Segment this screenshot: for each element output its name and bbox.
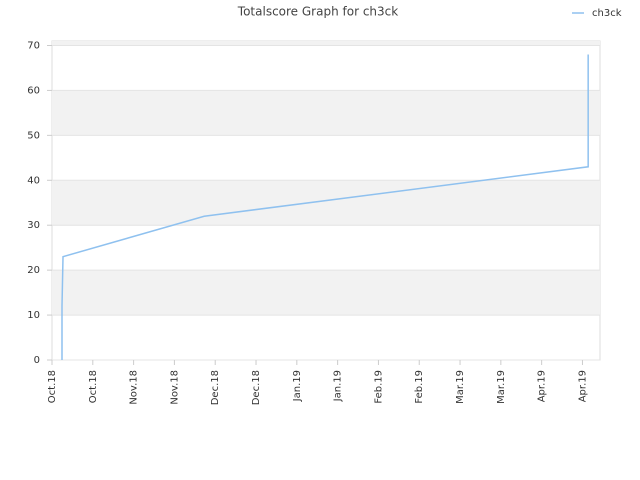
x-tick-label: Apr.19: [577, 370, 588, 402]
x-tick-label: Oct.18: [88, 370, 99, 403]
grid-band: [52, 41, 600, 46]
x-tick-label: Dec.18: [210, 370, 221, 405]
y-tick-label: 20: [27, 265, 40, 276]
x-tick-label: Jan.19: [333, 370, 344, 402]
y-tick-label: 10: [27, 310, 40, 321]
legend-label: ch3ck: [592, 8, 622, 19]
grid-band: [52, 270, 600, 316]
grid-band: [52, 180, 600, 226]
x-tick-label: Mar.19: [455, 370, 466, 404]
x-tick-label: Dec.18: [251, 370, 262, 405]
x-tick-label: Feb.19: [373, 370, 384, 404]
series-line: [61, 54, 589, 360]
x-tick-label: Nov.18: [129, 370, 140, 405]
y-tick-label: 0: [34, 355, 40, 366]
y-tick-label: 30: [27, 220, 40, 231]
y-tick-label: 60: [27, 85, 40, 96]
x-tick-label: Jan.19: [292, 370, 303, 402]
chart-title: Totalscore Graph for ch3ck: [237, 5, 398, 19]
x-tick-label: Nov.18: [169, 370, 180, 405]
y-tick-label: 40: [27, 175, 40, 186]
grid-band: [52, 90, 600, 136]
x-tick-label: Oct.18: [47, 370, 58, 403]
y-tick-label: 50: [27, 130, 40, 141]
x-tick-label: Feb.19: [414, 370, 425, 404]
y-tick-label: 70: [27, 40, 40, 51]
x-tick-label: Apr.19: [537, 370, 548, 402]
x-tick-label: Mar.19: [496, 370, 507, 404]
